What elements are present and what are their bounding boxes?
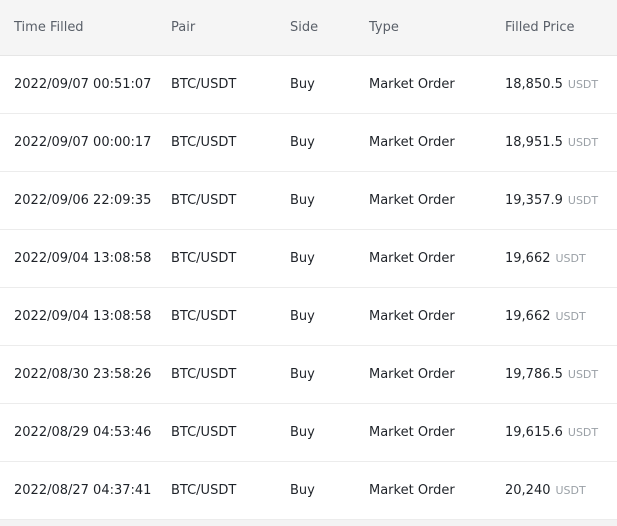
- table-header: Time Filled Pair Side Type Filled Price: [0, 0, 617, 56]
- price-unit: USDT: [567, 426, 599, 439]
- price-value: 19,357.9: [505, 193, 563, 208]
- time-filled-cell: 2022/09/04 13:08:58: [14, 309, 152, 324]
- time-filled-cell: 2022/08/29 04:53:46: [14, 425, 152, 440]
- pair-cell: BTC/USDT: [171, 135, 237, 150]
- filled-price-cell: 19,357.9 USDT: [505, 172, 598, 229]
- column-header-type[interactable]: Type: [369, 20, 399, 35]
- table-row[interactable]: 2022/09/04 13:08:58 BTC/USDT Buy Market …: [0, 288, 617, 346]
- column-header-time-filled[interactable]: Time Filled: [14, 20, 84, 35]
- type-cell: Market Order: [369, 367, 455, 382]
- filled-price-cell: 19,786.5 USDT: [505, 346, 598, 403]
- price-unit: USDT: [555, 484, 586, 497]
- time-filled-cell: 2022/09/07 00:51:07: [14, 77, 152, 92]
- time-filled-cell: 2022/09/06 22:09:35: [14, 193, 152, 208]
- table-row[interactable]: 2022/08/27 04:37:41 BTC/USDT Buy Market …: [0, 462, 617, 520]
- side-cell: Buy: [290, 483, 315, 498]
- type-cell: Market Order: [369, 483, 455, 498]
- price-value: 18,951.5: [505, 135, 563, 150]
- pair-cell: BTC/USDT: [171, 193, 237, 208]
- side-cell: Buy: [290, 367, 315, 382]
- time-filled-cell: 2022/08/30 23:58:26: [14, 367, 152, 382]
- side-cell: Buy: [290, 425, 315, 440]
- type-cell: Market Order: [369, 77, 455, 92]
- pair-cell: BTC/USDT: [171, 309, 237, 324]
- filled-price-cell: 18,951.5 USDT: [505, 114, 598, 171]
- price-unit: USDT: [567, 194, 599, 207]
- table-row[interactable]: 2022/08/30 23:58:26 BTC/USDT Buy Market …: [0, 346, 617, 404]
- price-unit: USDT: [567, 78, 599, 91]
- price-unit: USDT: [567, 368, 599, 381]
- filled-price-cell: 20,240 USDT: [505, 462, 586, 519]
- pair-cell: BTC/USDT: [171, 77, 237, 92]
- price-value: 19,615.6: [505, 425, 563, 440]
- time-filled-cell: 2022/09/04 13:08:58: [14, 251, 152, 266]
- type-cell: Market Order: [369, 193, 455, 208]
- pair-cell: BTC/USDT: [171, 367, 237, 382]
- table-row[interactable]: 2022/09/04 13:08:58 BTC/USDT Buy Market …: [0, 230, 617, 288]
- pair-cell: BTC/USDT: [171, 425, 237, 440]
- filled-price-cell: 19,615.6 USDT: [505, 404, 598, 461]
- pair-cell: BTC/USDT: [171, 251, 237, 266]
- type-cell: Market Order: [369, 425, 455, 440]
- type-cell: Market Order: [369, 135, 455, 150]
- price-unit: USDT: [555, 310, 586, 323]
- price-value: 20,240: [505, 483, 551, 498]
- pair-cell: BTC/USDT: [171, 483, 237, 498]
- price-unit: USDT: [567, 136, 599, 149]
- table-row[interactable]: 2022/09/06 22:09:35 BTC/USDT Buy Market …: [0, 172, 617, 230]
- table-row[interactable]: 2022/08/29 04:53:46 BTC/USDT Buy Market …: [0, 404, 617, 462]
- column-header-filled-price[interactable]: Filled Price: [505, 20, 575, 35]
- table-row[interactable]: 2022/09/07 00:51:07 BTC/USDT Buy Market …: [0, 56, 617, 114]
- side-cell: Buy: [290, 309, 315, 324]
- side-cell: Buy: [290, 77, 315, 92]
- price-value: 19,662: [505, 251, 551, 266]
- side-cell: Buy: [290, 193, 315, 208]
- filled-price-cell: 19,662 USDT: [505, 288, 586, 345]
- filled-price-cell: 19,662 USDT: [505, 230, 586, 287]
- time-filled-cell: 2022/08/27 04:37:41: [14, 483, 152, 498]
- price-value: 18,850.5: [505, 77, 563, 92]
- price-value: 19,786.5: [505, 367, 563, 382]
- table-row[interactable]: 2022/09/07 00:00:17 BTC/USDT Buy Market …: [0, 114, 617, 172]
- side-cell: Buy: [290, 251, 315, 266]
- type-cell: Market Order: [369, 251, 455, 266]
- side-cell: Buy: [290, 135, 315, 150]
- column-header-side[interactable]: Side: [290, 20, 319, 35]
- time-filled-cell: 2022/09/07 00:00:17: [14, 135, 152, 150]
- price-unit: USDT: [555, 252, 586, 265]
- price-value: 19,662: [505, 309, 551, 324]
- table-bottom-edge: [0, 520, 617, 526]
- column-header-pair[interactable]: Pair: [171, 20, 196, 35]
- filled-price-cell: 18,850.5 USDT: [505, 56, 598, 113]
- type-cell: Market Order: [369, 309, 455, 324]
